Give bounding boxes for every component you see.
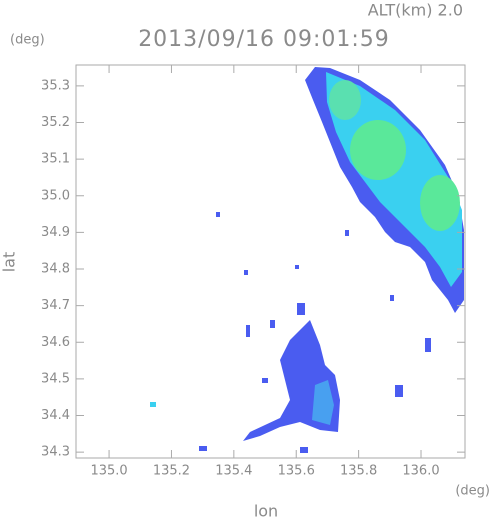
x-tick-label: 135.6 — [278, 464, 315, 479]
x-tick-label: 135.4 — [215, 464, 252, 479]
y-axis-label: lat — [0, 252, 19, 273]
y-tick-label: 35.2 — [41, 115, 70, 130]
y-tick-label: 34.4 — [41, 408, 70, 423]
y-tick-label: 34.9 — [41, 225, 70, 240]
y-tick-label: 34.5 — [41, 371, 70, 386]
x-tick-label: 135.2 — [153, 464, 190, 479]
y-tick-label: 34.7 — [41, 298, 70, 313]
y-tick-label: 35.0 — [41, 188, 70, 203]
y-unit: (deg) — [10, 33, 45, 48]
y-tick-label: 34.3 — [41, 445, 70, 460]
y-tick-label: 34.8 — [41, 262, 70, 277]
chart-title: 2013/09/16 09:01:59 — [138, 27, 390, 52]
y-tick-label: 34.6 — [41, 335, 70, 350]
y-tick-label: 35.1 — [41, 152, 70, 167]
x-unit: (deg) — [455, 484, 490, 499]
y-tick-label: 35.3 — [41, 78, 70, 93]
radar-echoes — [150, 67, 464, 453]
x-tick-label: 135.0 — [90, 464, 127, 479]
x-axis-label: lon — [254, 502, 278, 521]
plot-frame — [75, 64, 466, 459]
x-tick-label: 135.8 — [340, 464, 377, 479]
x-tick-label: 136.0 — [402, 464, 439, 479]
altitude-label: ALT(km) 2.0 — [368, 1, 463, 20]
